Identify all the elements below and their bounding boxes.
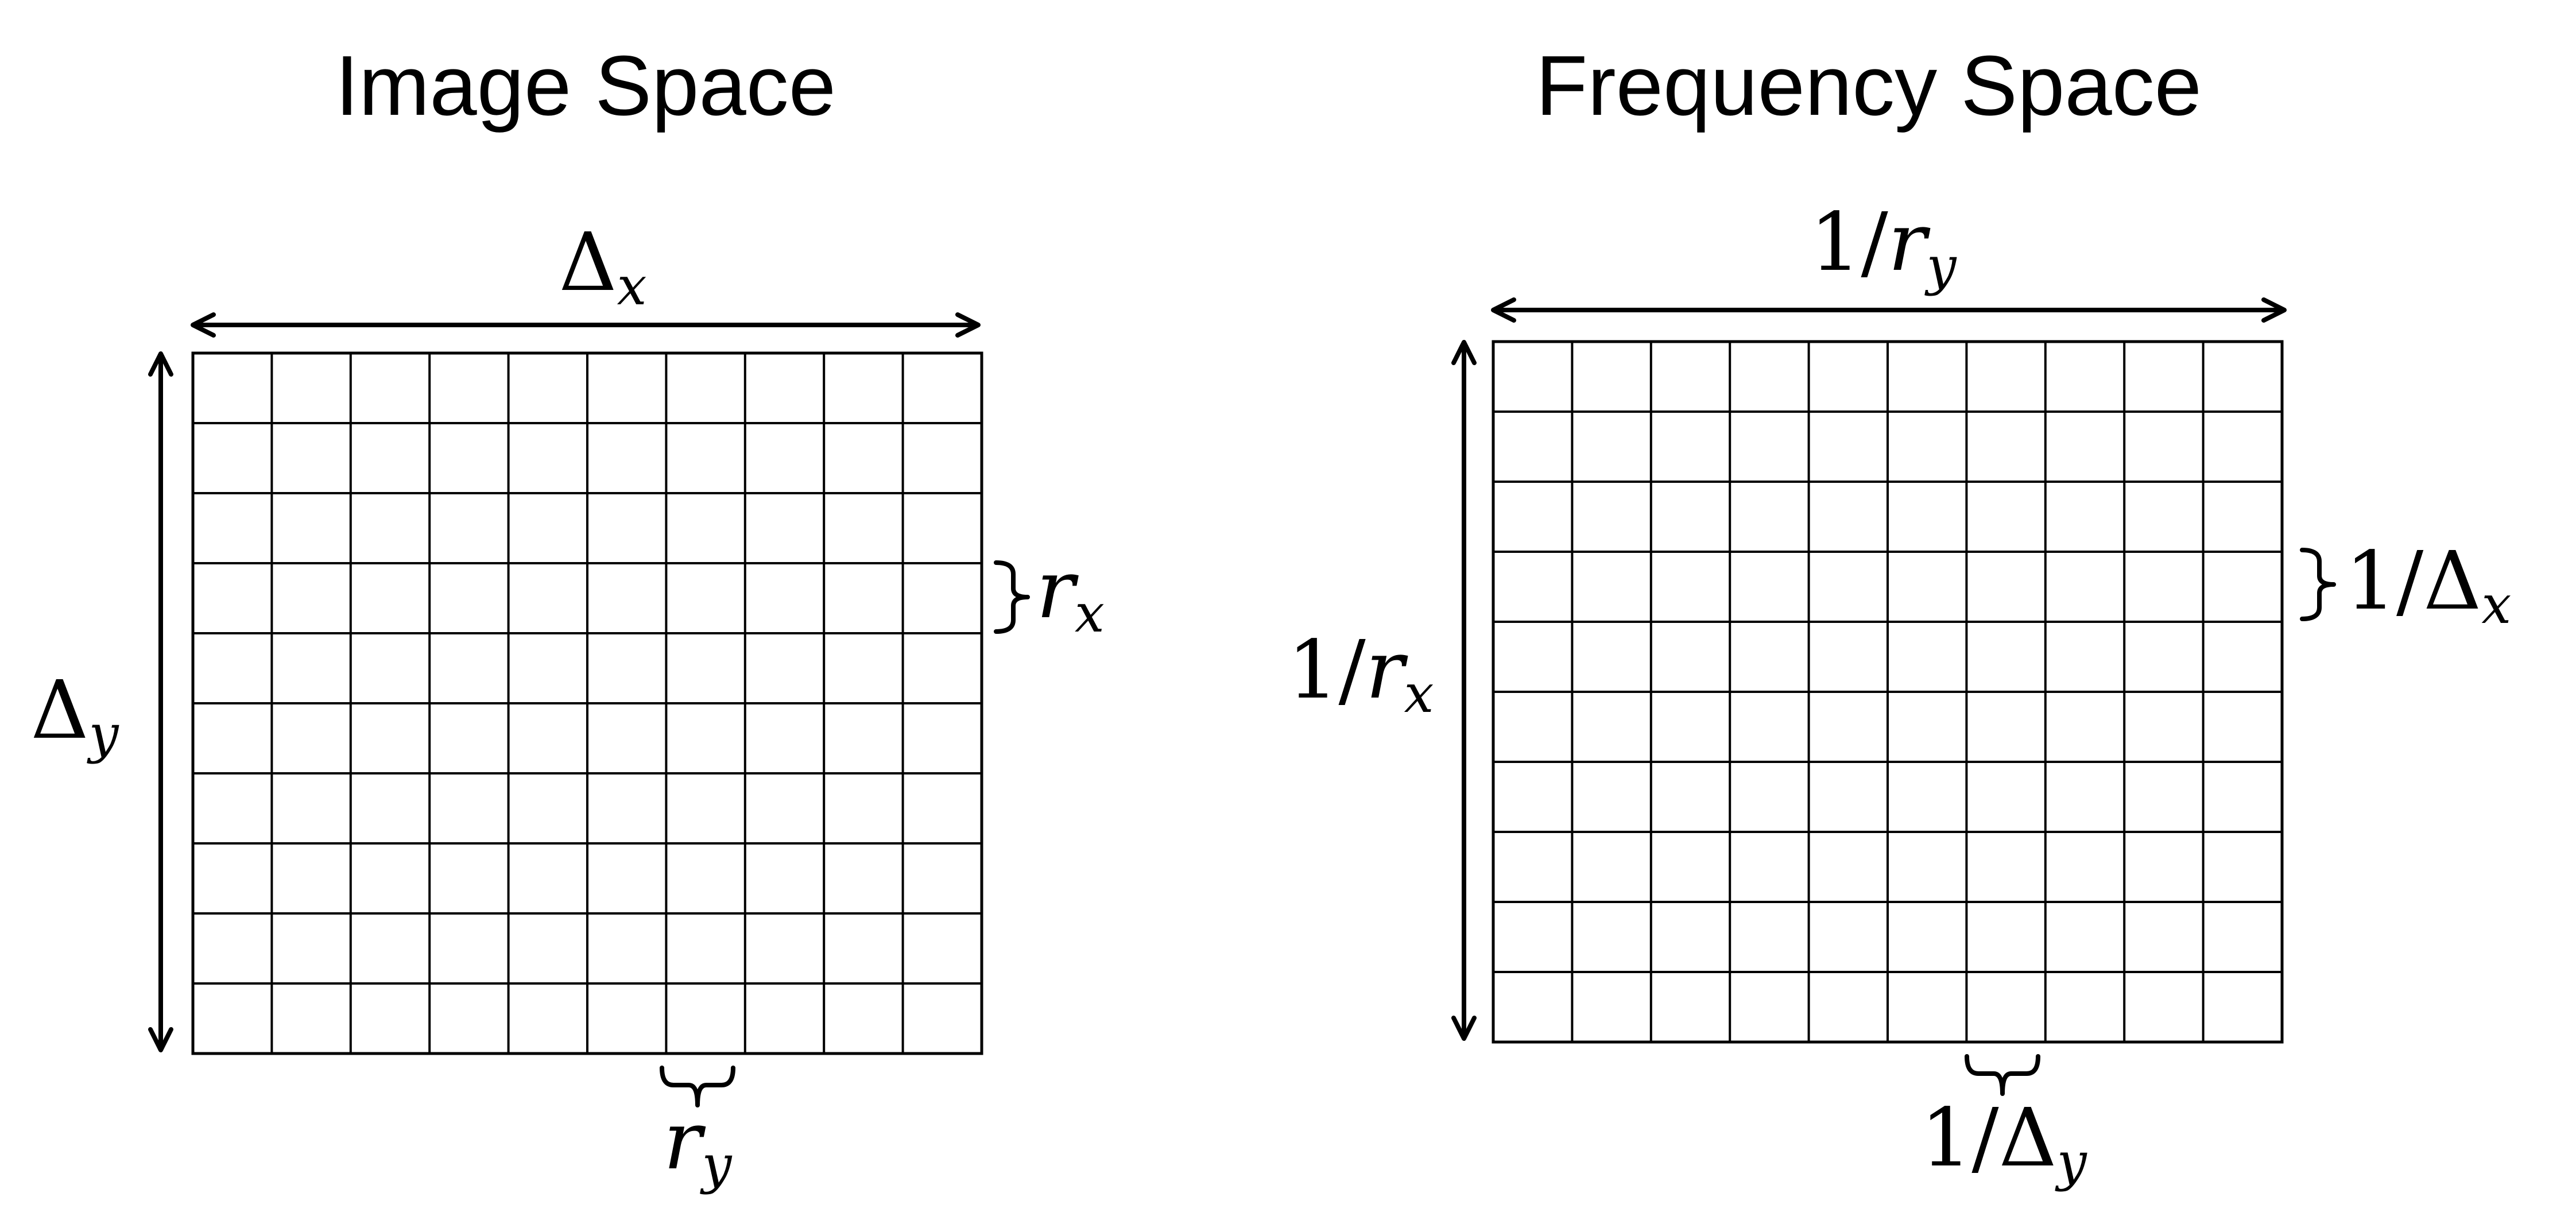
freq-row-sub: x <box>2481 574 2511 636</box>
freq-width-sub: y <box>1924 235 1957 297</box>
image-space-width-arrow <box>191 312 981 338</box>
freq-height-prefix: 1/ <box>1287 623 1366 717</box>
freq-width-base: r <box>1888 196 1931 289</box>
image-space-col-label: ry <box>664 1094 733 1195</box>
image-space-height-arrow <box>148 351 173 1052</box>
freq-col-base: Δ <box>1999 1091 2057 1185</box>
image-space-panel: Image Space Δx Δy rx ry <box>30 38 1104 1195</box>
row-label-base: r <box>1036 543 1079 637</box>
freq-height-base: r <box>1366 623 1408 717</box>
freq-col-prefix: 1/ <box>1920 1091 1999 1185</box>
width-label-sub: x <box>617 255 647 317</box>
height-label-sub: y <box>87 703 119 765</box>
frequency-space-height-arrow <box>1451 340 1477 1041</box>
image-space-row-brace <box>994 560 1030 634</box>
image-space-col-brace <box>660 1066 735 1107</box>
image-space-height-label: Δy <box>30 664 119 765</box>
col-label-sub: y <box>699 1134 732 1195</box>
frequency-space-width-arrow <box>1491 297 2287 323</box>
freq-row-prefix: 1/ <box>2345 535 2424 628</box>
frequency-space-panel: Frequency Space 1/ry 1/rx 1/Δx 1/Δy <box>1287 38 2511 1192</box>
frequency-space-col-brace <box>1965 1054 2040 1096</box>
freq-height-sub: x <box>1404 663 1434 725</box>
freq-width-prefix: 1/ <box>1810 196 1888 289</box>
frequency-space-col-label: 1/Δy <box>1920 1091 2087 1192</box>
image-space-title: Image Space <box>335 38 836 133</box>
frequency-space-width-label: 1/ry <box>1810 196 1957 297</box>
image-space-width-label: Δx <box>559 216 647 317</box>
image-space-grid <box>191 351 983 1055</box>
frequency-space-title: Frequency Space <box>1536 38 2202 133</box>
image-space-row-label: rx <box>1036 543 1105 644</box>
freq-row-base: Δ <box>2423 535 2481 628</box>
height-label-base: Δ <box>30 664 88 757</box>
width-label-base: Δ <box>559 216 617 309</box>
frequency-space-height-label: 1/rx <box>1287 623 1434 725</box>
frequency-space-row-label: 1/Δx <box>2345 535 2511 636</box>
row-label-sub: x <box>1075 583 1105 644</box>
frequency-space-row-brace <box>2300 548 2336 621</box>
col-label-base: r <box>664 1094 706 1188</box>
frequency-space-grid <box>1492 340 2284 1044</box>
freq-col-sub: y <box>2055 1131 2087 1192</box>
